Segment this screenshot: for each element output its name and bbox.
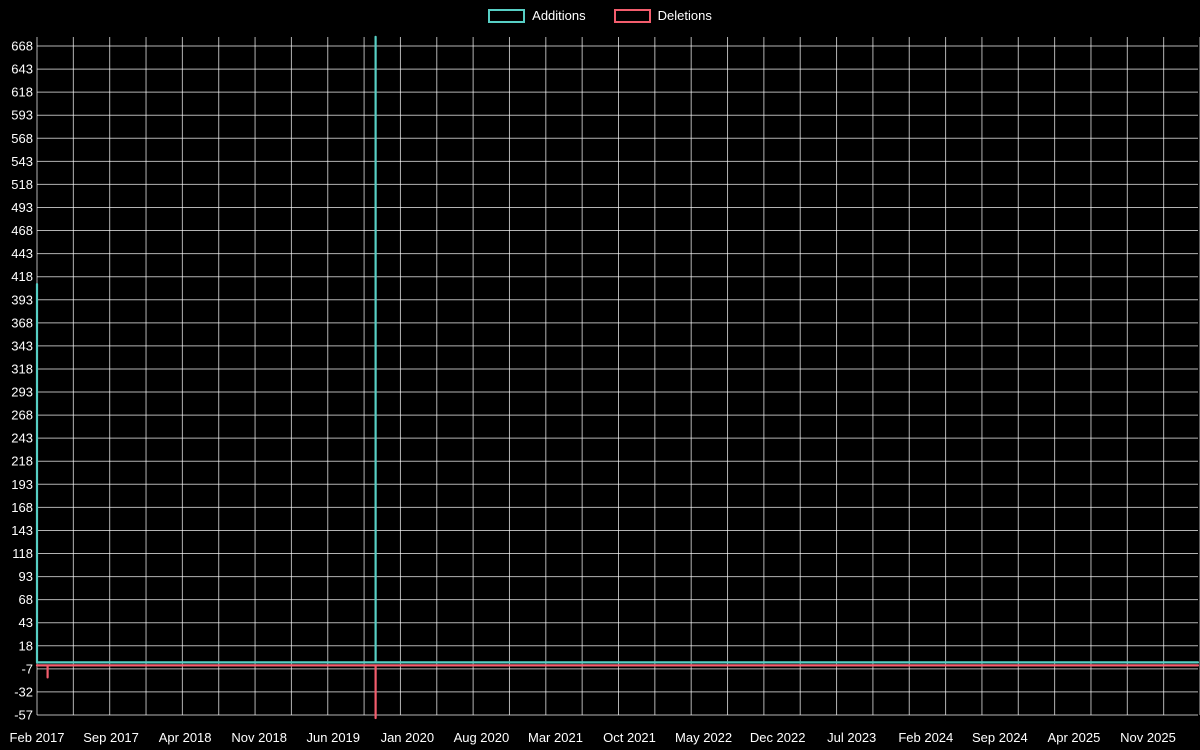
legend-item-deletions[interactable]: Deletions [613, 8, 712, 24]
svg-text:643: 643 [11, 62, 33, 77]
svg-text:518: 518 [11, 177, 33, 192]
svg-text:Sep 2024: Sep 2024 [972, 730, 1028, 745]
svg-text:543: 543 [11, 154, 33, 169]
svg-text:118: 118 [12, 546, 33, 561]
additions-legend-swatch [488, 9, 526, 23]
svg-text:143: 143 [11, 523, 33, 538]
svg-text:293: 293 [11, 385, 33, 400]
svg-text:193: 193 [11, 477, 33, 492]
svg-text:Apr 2018: Apr 2018 [159, 730, 212, 745]
svg-text:Jun 2019: Jun 2019 [307, 730, 361, 745]
svg-text:68: 68 [19, 592, 33, 607]
svg-text:Nov 2025: Nov 2025 [1120, 730, 1176, 745]
svg-text:568: 568 [11, 131, 33, 146]
svg-text:243: 243 [11, 431, 33, 446]
svg-text:Jul 2023: Jul 2023 [827, 730, 876, 745]
deletions-legend-swatch [613, 9, 651, 23]
svg-text:93: 93 [19, 569, 33, 584]
svg-text:493: 493 [11, 200, 33, 215]
svg-text:Mar 2021: Mar 2021 [528, 730, 583, 745]
svg-text:-7: -7 [21, 661, 33, 676]
svg-text:168: 168 [11, 500, 33, 515]
svg-text:Apr 2025: Apr 2025 [1048, 730, 1101, 745]
svg-text:418: 418 [11, 269, 33, 284]
svg-text:Aug 2020: Aug 2020 [454, 730, 510, 745]
svg-text:218: 218 [11, 454, 33, 469]
svg-text:Sep 2017: Sep 2017 [83, 730, 139, 745]
additions-legend-label: Additions [532, 8, 586, 23]
svg-text:Jan 2020: Jan 2020 [381, 730, 435, 745]
svg-text:668: 668 [11, 39, 33, 54]
svg-text:343: 343 [11, 338, 33, 353]
svg-text:443: 443 [11, 246, 33, 261]
svg-text:Nov 2018: Nov 2018 [231, 730, 287, 745]
svg-text:May 2022: May 2022 [675, 730, 732, 745]
svg-text:393: 393 [11, 292, 33, 307]
svg-text:593: 593 [11, 108, 33, 123]
svg-text:Oct 2021: Oct 2021 [603, 730, 656, 745]
chart-legend: Additions Deletions [0, 8, 1200, 24]
svg-text:368: 368 [11, 315, 33, 330]
svg-text:468: 468 [11, 223, 33, 238]
svg-text:-57: -57 [14, 708, 33, 723]
svg-text:Feb 2024: Feb 2024 [898, 730, 953, 745]
svg-text:Dec 2022: Dec 2022 [750, 730, 806, 745]
svg-text:618: 618 [11, 85, 33, 100]
legend-item-additions[interactable]: Additions [488, 8, 586, 24]
deletions-legend-label: Deletions [657, 8, 712, 23]
svg-text:318: 318 [11, 361, 33, 376]
svg-text:18: 18 [19, 638, 33, 653]
svg-text:268: 268 [11, 408, 33, 423]
svg-text:-32: -32 [14, 684, 33, 699]
svg-text:43: 43 [19, 615, 33, 630]
svg-text:Feb 2017: Feb 2017 [10, 730, 65, 745]
